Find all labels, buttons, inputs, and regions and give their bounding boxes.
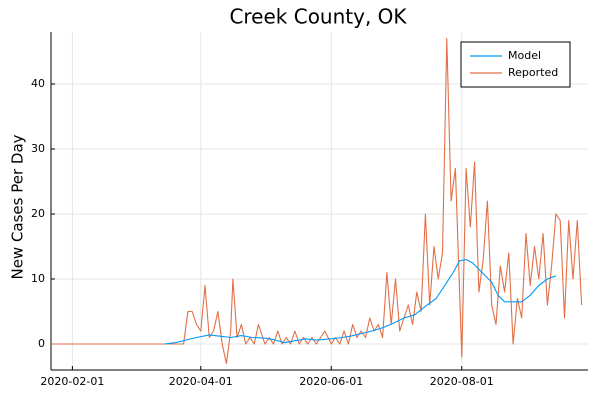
y-tick-label: 0 <box>38 337 45 350</box>
y-tick-label: 20 <box>31 207 45 220</box>
x-tick-label: 2020-02-01 <box>40 375 104 388</box>
chart-title: Creek County, OK <box>229 5 407 29</box>
legend-box <box>460 41 571 88</box>
y-axis-label: New Cases Per Day <box>9 134 27 279</box>
x-tick-label: 2020-04-01 <box>169 375 233 388</box>
x-tick-label: 2020-06-01 <box>299 375 363 388</box>
series-line-model <box>164 258 557 345</box>
axis-layer: 0 10 20 30 40 2020-02-01 2020-04-01 2020-06-01 2… <box>31 32 588 388</box>
y-tick-label: 30 <box>31 142 45 155</box>
legend: Model Reported <box>460 41 571 88</box>
x-tick-label: 2020-08-01 <box>430 375 494 388</box>
legend-label-reported: Reported <box>508 66 558 79</box>
legend-label-model: Model <box>508 49 541 62</box>
series-line-reported <box>51 37 583 365</box>
series-layer <box>51 37 583 365</box>
y-tick-label: 10 <box>31 272 45 285</box>
y-tick-label: 40 <box>31 77 45 90</box>
